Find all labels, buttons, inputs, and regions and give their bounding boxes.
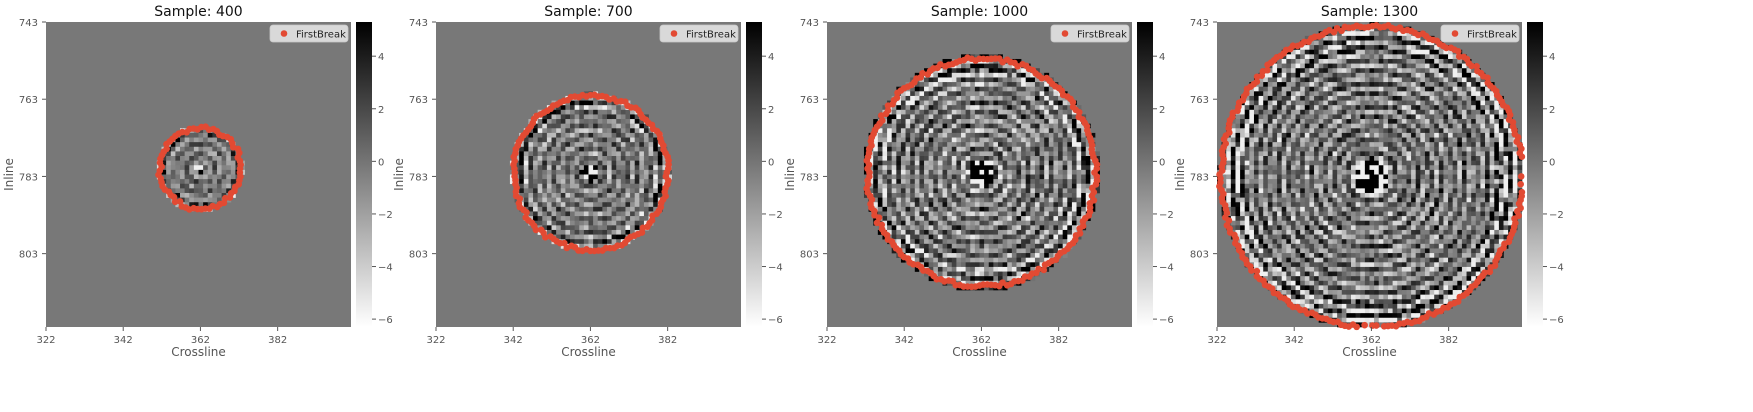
legend-marker [281,30,288,37]
firstbreak-point [1369,322,1376,329]
x-tick-label: 342 [504,335,523,346]
firstbreak-point [1518,173,1525,180]
y-axis-label: Inline [392,158,406,191]
y-tick-label: 743 [1190,18,1209,29]
colorbar [1527,22,1543,327]
chart-title: Sample: 1000 [931,4,1028,20]
y-tick-label: 803 [1190,250,1209,261]
legend-label: FirstBreak [296,30,346,41]
x-tick-label: 382 [268,335,287,346]
colorbar [1137,22,1153,327]
colorbar-tick-label: −6 [768,315,783,326]
x-axis-label: Crossline [952,345,1007,359]
y-tick-label: 803 [800,250,819,261]
colorbar-tick-label: 2 [768,105,774,116]
legend-marker [1452,30,1459,37]
chart-title: Sample: 400 [154,4,242,20]
y-tick-label: 743 [800,18,819,29]
x-tick-label: 342 [114,335,133,346]
x-tick-label: 322 [36,335,55,346]
x-tick-label: 342 [895,335,914,346]
colorbar-tick-label: 2 [378,105,384,116]
colorbar-tick-label: 4 [768,52,774,63]
x-tick-label: 382 [658,335,677,346]
firstbreak-point [1361,322,1368,329]
firstbreak-point [1517,181,1524,188]
x-axis-label: Crossline [171,345,226,359]
y-tick-label: 743 [409,18,428,29]
y-axis-label: Inline [1173,158,1187,191]
y-tick-label: 743 [19,18,38,29]
y-tick-label: 763 [409,95,428,106]
colorbar-tick-label: 4 [1549,52,1555,63]
y-tick-label: 763 [19,95,38,106]
y-tick-label: 763 [1190,95,1209,106]
colorbar-tick-label: −2 [378,210,393,221]
colorbar-tick-label: −4 [1549,263,1564,274]
colorbar-tick-label: −4 [378,263,393,274]
colorbar-tick-label: −2 [1549,210,1564,221]
colorbar-tick-label: −2 [768,210,783,221]
firstbreak-point [1381,323,1388,330]
colorbar-tick-label: −6 [378,315,393,326]
colorbar-tick-label: −4 [768,263,783,274]
chart-title: Sample: 700 [544,4,632,20]
colorbar-tick-label: 0 [768,157,774,168]
firstbreak-point [1519,153,1526,160]
colorbar-tick-label: −4 [1159,263,1174,274]
x-tick-label: 322 [817,335,836,346]
colorbar-tick-label: 0 [378,157,384,168]
x-tick-label: 382 [1439,335,1458,346]
y-tick-label: 783 [409,172,428,183]
colorbar-tick-label: 0 [1159,157,1165,168]
colorbar-tick-label: −2 [1159,210,1174,221]
y-tick-label: 803 [19,250,38,261]
y-tick-label: 783 [19,172,38,183]
legend-marker [671,30,678,37]
y-tick-label: 783 [1190,172,1209,183]
legend-label: FirstBreak [686,30,736,41]
y-tick-label: 763 [800,95,819,106]
chart-title: Sample: 1300 [1321,4,1418,20]
firstbreak-point [665,165,672,172]
colorbar [746,22,762,327]
x-tick-label: 322 [426,335,445,346]
legend-label: FirstBreak [1467,30,1517,41]
colorbar [356,22,372,327]
firstbreak-point [237,162,244,169]
colorbar-tick-label: 2 [1159,105,1165,116]
x-tick-label: 342 [1285,335,1304,346]
colorbar-tick-label: 0 [1549,157,1555,168]
x-axis-label: Crossline [561,345,616,359]
colorbar-tick-label: 4 [1159,52,1165,63]
y-axis-label: Inline [2,158,16,191]
x-axis-label: Crossline [1342,345,1397,359]
x-tick-label: 382 [1049,335,1068,346]
colorbar-tick-label: 2 [1549,105,1555,116]
legend-label: FirstBreak [1077,30,1127,41]
y-tick-label: 783 [800,172,819,183]
colorbar-tick-label: 4 [378,52,384,63]
y-tick-label: 803 [409,250,428,261]
colorbar-tick-label: −6 [1549,315,1564,326]
y-axis-label: Inline [783,158,797,191]
firstbreak-point [1094,165,1101,172]
legend-marker [1062,30,1069,37]
colorbar-tick-label: −6 [1159,315,1174,326]
x-tick-label: 322 [1207,335,1226,346]
